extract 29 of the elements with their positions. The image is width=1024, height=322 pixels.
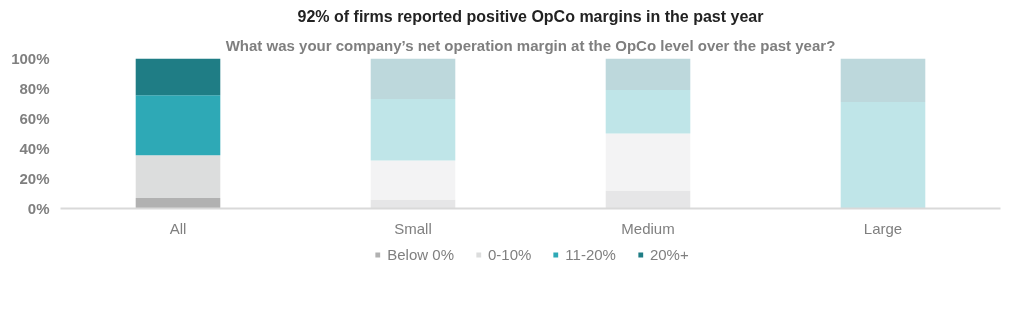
x-tick-label: Large — [863, 219, 903, 237]
x-tick-label: Small — [394, 219, 432, 237]
bar — [135, 155, 221, 198]
chart-subtitle: What was your company’s net operation margin at the OpCo level over the past year? — [225, 36, 836, 54]
legend-label: 0-10% — [487, 245, 532, 263]
y-tick-label: 100% — [11, 50, 50, 67]
bar — [605, 90, 691, 134]
y-tick-label: 80% — [19, 80, 50, 97]
bar — [370, 58, 456, 99]
bar — [370, 99, 456, 161]
y-tick-label: 20% — [19, 170, 50, 187]
x-tick-label: Medium — [621, 219, 675, 237]
legend-label: 20%+ — [649, 245, 689, 263]
bar — [605, 58, 691, 90]
bar — [135, 58, 221, 96]
y-tick-label: 40% — [19, 140, 50, 157]
legend-label: 11-20% — [565, 245, 616, 263]
chart-title: 92% of firms reported positive OpCo margins in the past year — [297, 7, 764, 25]
bar — [605, 190, 691, 209]
bar — [135, 95, 221, 156]
bar — [135, 198, 221, 209]
y-tick-label: 0% — [27, 200, 50, 217]
legend-label: Below 0% — [387, 245, 454, 263]
bar — [605, 133, 691, 191]
bar — [840, 58, 926, 102]
bar — [840, 102, 926, 209]
y-tick-label: 60% — [19, 110, 50, 127]
bar — [370, 160, 456, 200]
x-tick-label: All — [169, 219, 187, 237]
